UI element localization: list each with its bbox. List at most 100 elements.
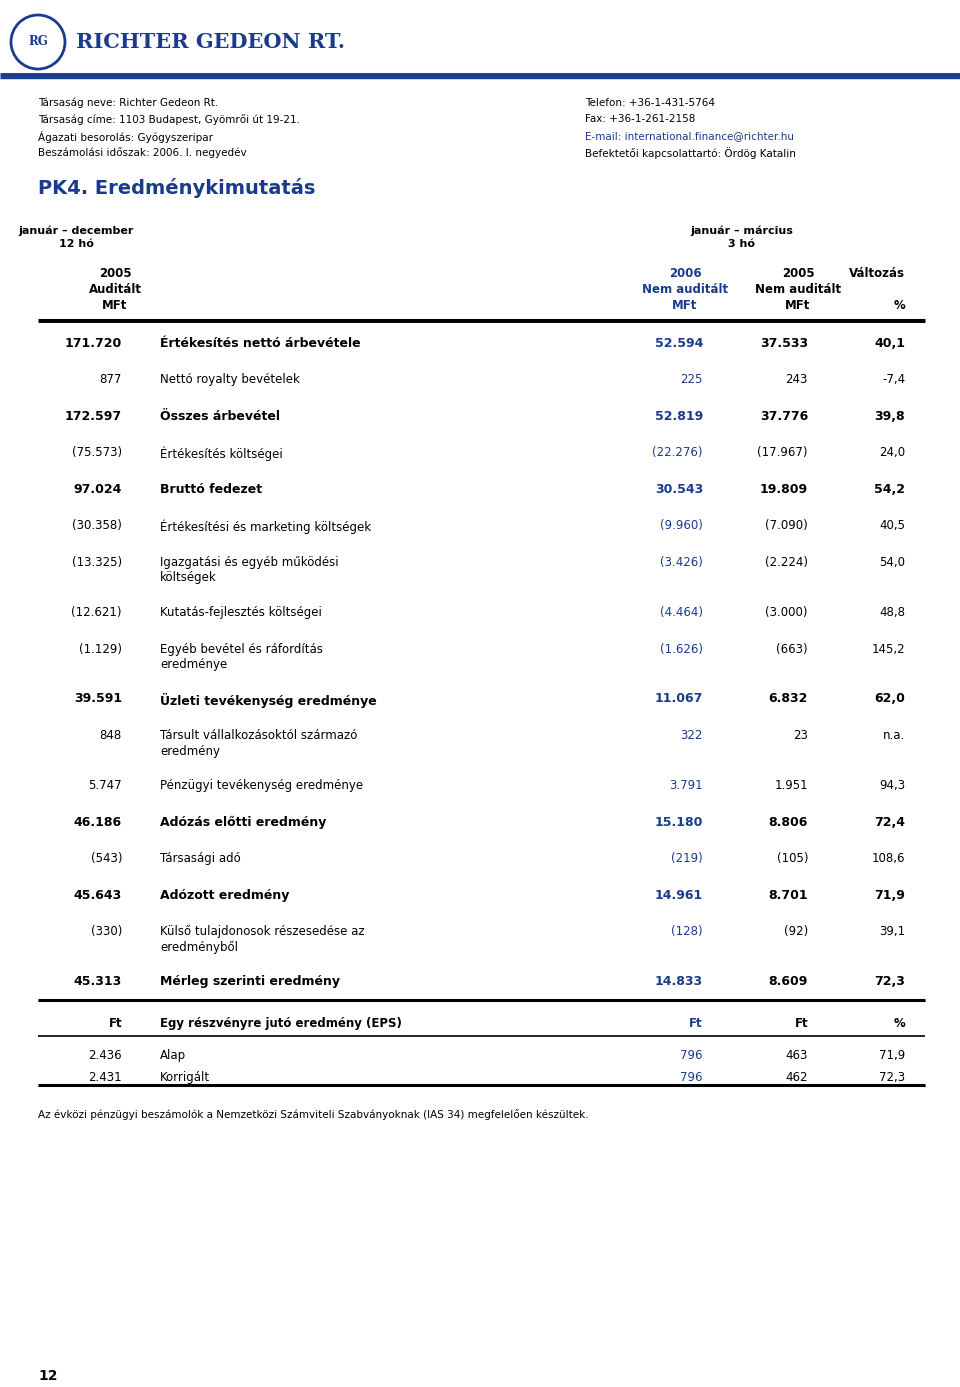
Text: Egy részvényre jutó eredmény (EPS): Egy részvényre jutó eredmény (EPS) bbox=[160, 1017, 402, 1029]
Text: Kutatás-fejlesztés költségei: Kutatás-fejlesztés költségei bbox=[160, 606, 322, 619]
Text: 39,1: 39,1 bbox=[878, 925, 905, 938]
Text: 97.024: 97.024 bbox=[74, 483, 122, 497]
Text: 8.701: 8.701 bbox=[768, 889, 808, 902]
Text: Értékesítési és marketing költségek: Értékesítési és marketing költségek bbox=[160, 520, 372, 534]
Text: 171.720: 171.720 bbox=[64, 337, 122, 350]
Text: Pénzügyi tevékenység eredménye: Pénzügyi tevékenység eredménye bbox=[160, 779, 363, 792]
Text: RICHTER GEDEON RT.: RICHTER GEDEON RT. bbox=[76, 32, 346, 51]
Text: 62,0: 62,0 bbox=[875, 692, 905, 706]
Text: 40,1: 40,1 bbox=[874, 337, 905, 350]
Text: 72,4: 72,4 bbox=[874, 816, 905, 828]
Text: 463: 463 bbox=[785, 1049, 808, 1061]
Text: Mérleg szerinti eredmény: Mérleg szerinti eredmény bbox=[160, 975, 340, 988]
Text: 877: 877 bbox=[100, 373, 122, 387]
Text: n.a.: n.a. bbox=[883, 730, 905, 742]
Text: (4.464): (4.464) bbox=[660, 606, 703, 619]
Text: eredmény: eredmény bbox=[160, 745, 220, 757]
Text: 19.809: 19.809 bbox=[760, 483, 808, 497]
Text: 225: 225 bbox=[681, 373, 703, 387]
Text: 145,2: 145,2 bbox=[872, 642, 905, 656]
Text: eredménye: eredménye bbox=[160, 657, 228, 671]
Text: Korrigált: Korrigált bbox=[160, 1071, 210, 1083]
Text: január – március
3 hó: január – március 3 hó bbox=[690, 225, 793, 248]
Text: E-mail: international.finance@richter.hu: E-mail: international.finance@richter.hu bbox=[585, 130, 794, 141]
Text: 54,0: 54,0 bbox=[879, 556, 905, 569]
Text: -7,4: -7,4 bbox=[882, 373, 905, 387]
Text: (12.621): (12.621) bbox=[71, 606, 122, 619]
Text: Értékesítés költségei: Értékesítés költségei bbox=[160, 447, 283, 460]
Text: 94,3: 94,3 bbox=[878, 779, 905, 792]
Text: 48,8: 48,8 bbox=[879, 606, 905, 619]
Text: 108,6: 108,6 bbox=[872, 852, 905, 865]
Text: Igazgatási és egyéb működési: Igazgatási és egyéb működési bbox=[160, 556, 339, 569]
Text: Adózás előtti eredmény: Adózás előtti eredmény bbox=[160, 816, 326, 828]
Text: 24,0: 24,0 bbox=[878, 447, 905, 459]
Text: 37.776: 37.776 bbox=[759, 411, 808, 423]
Text: 54,2: 54,2 bbox=[874, 483, 905, 497]
Text: 12: 12 bbox=[38, 1369, 58, 1383]
Text: Befektetői kapcsolattartó: Ördög Katalin: Befektetői kapcsolattartó: Ördög Katalin bbox=[585, 147, 796, 160]
Text: 30.543: 30.543 bbox=[655, 483, 703, 497]
Text: 2005
Auditált
MFt: 2005 Auditált MFt bbox=[88, 268, 141, 312]
Text: 15.180: 15.180 bbox=[655, 816, 703, 828]
Text: Bruttó fedezet: Bruttó fedezet bbox=[160, 483, 262, 497]
Text: Összes árbevétel: Összes árbevétel bbox=[160, 411, 280, 423]
Text: (1.626): (1.626) bbox=[660, 642, 703, 656]
Text: Telefon: +36-1-431-5764: Telefon: +36-1-431-5764 bbox=[585, 98, 715, 108]
Text: Nettó royalty bevételek: Nettó royalty bevételek bbox=[160, 373, 300, 387]
Text: 14.833: 14.833 bbox=[655, 975, 703, 988]
Text: 8.609: 8.609 bbox=[769, 975, 808, 988]
Text: 172.597: 172.597 bbox=[65, 411, 122, 423]
Text: (128): (128) bbox=[671, 925, 703, 938]
Text: Értékesítés nettó árbevétele: Értékesítés nettó árbevétele bbox=[160, 337, 361, 350]
Text: (7.090): (7.090) bbox=[765, 520, 808, 533]
Text: (75.573): (75.573) bbox=[72, 447, 122, 459]
Text: Társaság címe: 1103 Budapest, Gyömrői út 19-21.: Társaság címe: 1103 Budapest, Gyömrői út… bbox=[38, 115, 300, 125]
Text: Üzleti tevékenység eredménye: Üzleti tevékenység eredménye bbox=[160, 692, 376, 707]
Text: PK4. Eredménykimutatás: PK4. Eredménykimutatás bbox=[38, 178, 316, 198]
Text: (30.358): (30.358) bbox=[72, 520, 122, 533]
Text: (543): (543) bbox=[90, 852, 122, 865]
Text: %: % bbox=[893, 1017, 905, 1029]
Text: Beszámolási időszak: 2006. I. negyedév: Beszámolási időszak: 2006. I. negyedév bbox=[38, 147, 247, 158]
Text: 71,9: 71,9 bbox=[878, 1049, 905, 1061]
Text: 243: 243 bbox=[785, 373, 808, 387]
Text: Ágazati besorolás: Gyógyszeripar: Ágazati besorolás: Gyógyszeripar bbox=[38, 130, 213, 143]
Text: 39,8: 39,8 bbox=[875, 411, 905, 423]
Text: 322: 322 bbox=[681, 730, 703, 742]
Text: (219): (219) bbox=[671, 852, 703, 865]
Text: 45.313: 45.313 bbox=[74, 975, 122, 988]
Text: Társasági adó: Társasági adó bbox=[160, 852, 241, 865]
Text: 40,5: 40,5 bbox=[879, 520, 905, 533]
Text: (330): (330) bbox=[90, 925, 122, 938]
Text: RG: RG bbox=[28, 36, 48, 49]
Text: Adózott eredmény: Adózott eredmény bbox=[160, 889, 289, 902]
Text: 39.591: 39.591 bbox=[74, 692, 122, 706]
Text: (1.129): (1.129) bbox=[79, 642, 122, 656]
Text: január – december
12 hó: január – december 12 hó bbox=[19, 225, 134, 248]
Text: 796: 796 bbox=[681, 1049, 703, 1061]
Text: (3.426): (3.426) bbox=[660, 556, 703, 569]
Text: 848: 848 bbox=[100, 730, 122, 742]
Text: Külső tulajdonosok részesedése az: Külső tulajdonosok részesedése az bbox=[160, 925, 365, 938]
Text: (13.325): (13.325) bbox=[72, 556, 122, 569]
Text: (2.224): (2.224) bbox=[765, 556, 808, 569]
Text: költségek: költségek bbox=[160, 571, 217, 584]
Text: Ft: Ft bbox=[794, 1017, 808, 1029]
Text: Társult vállalkozásoktól származó: Társult vállalkozásoktól származó bbox=[160, 730, 357, 742]
Text: Társaság neve: Richter Gedeon Rt.: Társaság neve: Richter Gedeon Rt. bbox=[38, 98, 218, 108]
Text: 14.961: 14.961 bbox=[655, 889, 703, 902]
Text: (3.000): (3.000) bbox=[765, 606, 808, 619]
Text: 796: 796 bbox=[681, 1071, 703, 1083]
Text: 462: 462 bbox=[785, 1071, 808, 1083]
Text: 71,9: 71,9 bbox=[875, 889, 905, 902]
Text: (105): (105) bbox=[777, 852, 808, 865]
Text: (92): (92) bbox=[783, 925, 808, 938]
Text: 37.533: 37.533 bbox=[760, 337, 808, 350]
Text: 3.791: 3.791 bbox=[669, 779, 703, 792]
Text: 8.806: 8.806 bbox=[769, 816, 808, 828]
Text: eredményből: eredményből bbox=[160, 940, 238, 954]
Text: 52.819: 52.819 bbox=[655, 411, 703, 423]
Text: Változás

%: Változás % bbox=[849, 268, 905, 312]
Text: 52.594: 52.594 bbox=[655, 337, 703, 350]
